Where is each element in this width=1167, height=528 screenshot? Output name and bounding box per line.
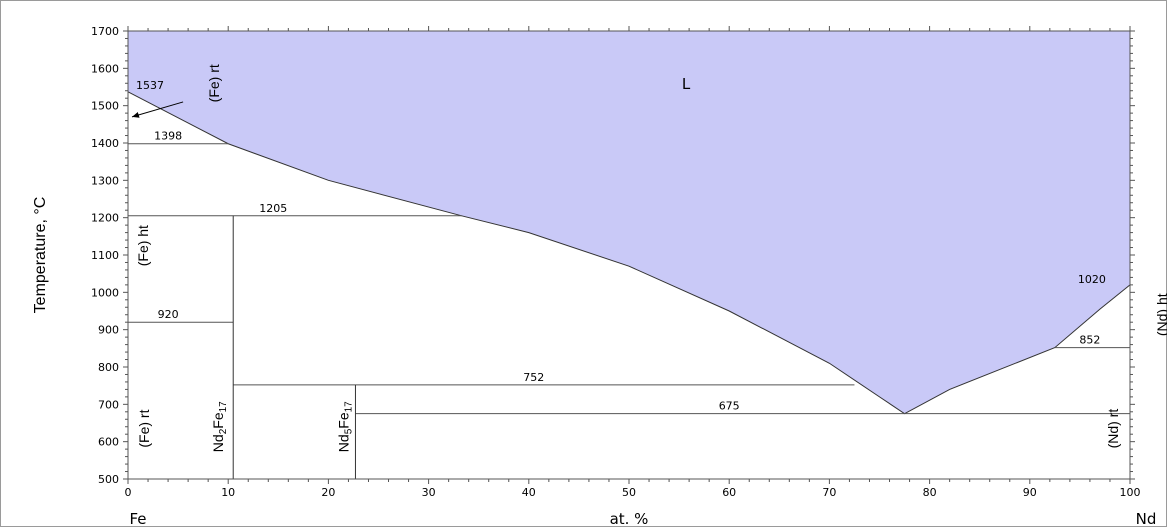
x-tick-label: 60	[722, 486, 736, 499]
region-label-4: Nd2Fe17	[210, 401, 229, 452]
x-right-element-label: Nd	[1136, 510, 1157, 528]
x-tick-label: 70	[822, 486, 836, 499]
region-label-5: Nd5Fe17	[335, 401, 354, 452]
y-tick-label: 1400	[91, 137, 119, 150]
region-label-6: (Nd) rt	[1105, 409, 1121, 449]
isotherm-label-752: 752	[523, 371, 544, 384]
x-left-element-label: Fe	[129, 510, 146, 528]
x-tick-label: 50	[622, 486, 636, 499]
point-label-1537: 1537	[136, 79, 164, 92]
y-tick-label: 900	[98, 324, 119, 337]
y-axis-label: Temperature, °C	[32, 197, 49, 314]
point-label-1020: 1020	[1078, 273, 1106, 286]
isotherm-label-852: 852	[1079, 334, 1100, 347]
x-tick-label: 10	[221, 486, 235, 499]
x-tick-label: 0	[125, 486, 132, 499]
liquidus-line	[127, 91, 1131, 415]
y-tick-label: 1700	[91, 25, 119, 38]
isotherm-label-675: 675	[719, 400, 740, 413]
isotherm-label-920: 920	[158, 308, 179, 321]
region-label-3: (Fe) rt	[136, 409, 152, 447]
y-tick-label: 1500	[91, 100, 119, 113]
x-tick-label: 30	[422, 486, 436, 499]
y-tick-label: 500	[98, 473, 119, 486]
y-tick-label: 600	[98, 436, 119, 449]
region-label-2: (Fe) ht	[135, 225, 151, 266]
isotherm-label-1205: 1205	[259, 202, 287, 215]
y-tick-label: 1600	[91, 62, 119, 75]
x-tick-label: 40	[522, 486, 536, 499]
y-tick-label: 1000	[91, 286, 119, 299]
y-tick-label: 1100	[91, 249, 119, 262]
y-tick-label: 800	[98, 361, 119, 374]
y-tick-label: 700	[98, 398, 119, 411]
x-tick-label: 100	[1120, 486, 1141, 499]
region-label-1: (Fe) rt	[206, 64, 222, 102]
isotherm-label-1398: 1398	[154, 130, 182, 143]
y-tick-label: 1200	[91, 212, 119, 225]
annotation-arrow	[131, 101, 184, 118]
x-axis-label: at. %	[610, 510, 649, 528]
x-tick-label: 20	[321, 486, 335, 499]
x-tick-label: 80	[923, 486, 937, 499]
x-tick-label: 90	[1023, 486, 1037, 499]
y-tick-label: 1300	[91, 174, 119, 187]
region-label-7: (Nd) ht	[1154, 293, 1167, 336]
region-label-liquid: L	[682, 75, 691, 93]
liquid-region	[128, 31, 1130, 414]
